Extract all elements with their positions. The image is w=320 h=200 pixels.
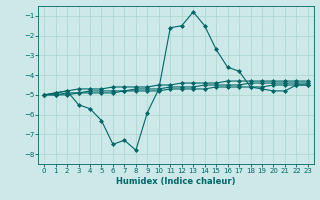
X-axis label: Humidex (Indice chaleur): Humidex (Indice chaleur): [116, 177, 236, 186]
